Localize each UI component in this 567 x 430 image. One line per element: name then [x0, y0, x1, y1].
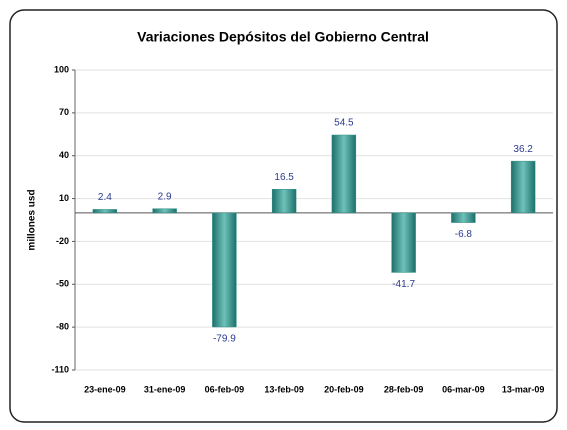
data-label: -79.9 [213, 334, 236, 345]
y-tick-label: 10 [59, 193, 69, 203]
data-label: 2.9 [158, 191, 172, 202]
bar [331, 134, 357, 214]
data-label: 2.4 [98, 192, 112, 203]
y-tick-label: -80 [56, 322, 69, 332]
chart-title: Variaciones Depósitos del Gobierno Centr… [137, 29, 429, 45]
x-tick-label: 20-feb-09 [324, 384, 364, 394]
x-tick-label: 06-mar-09 [442, 384, 485, 394]
bar [451, 212, 476, 223]
x-tick-label: 31-ene-09 [144, 384, 186, 394]
x-tick-label: 13-feb-09 [264, 384, 304, 394]
bar [92, 209, 118, 214]
bar [152, 208, 177, 214]
bar [212, 212, 237, 328]
data-label: 16.5 [274, 172, 294, 183]
x-tick-label: 06-feb-09 [205, 384, 245, 394]
y-tick-label: 40 [59, 150, 69, 160]
data-label: -41.7 [392, 279, 415, 290]
data-label: -6.8 [455, 229, 473, 240]
y-tick-label: 100 [54, 64, 69, 74]
data-label: 36.2 [513, 144, 533, 155]
y-tick-label: 70 [59, 107, 69, 117]
y-tick-label: -50 [56, 279, 69, 289]
bar [271, 189, 297, 214]
x-tick-label: 13-mar-09 [502, 384, 545, 394]
x-tick-label: 28-feb-09 [384, 384, 424, 394]
x-tick-label: 23-ene-09 [84, 384, 126, 394]
data-label: 54.5 [334, 118, 354, 129]
y-tick-label: -110 [51, 364, 69, 374]
bar [510, 160, 536, 214]
y-axis-label: millones usd [27, 189, 38, 250]
y-tick-label: -20 [56, 236, 69, 246]
bar [391, 212, 416, 273]
